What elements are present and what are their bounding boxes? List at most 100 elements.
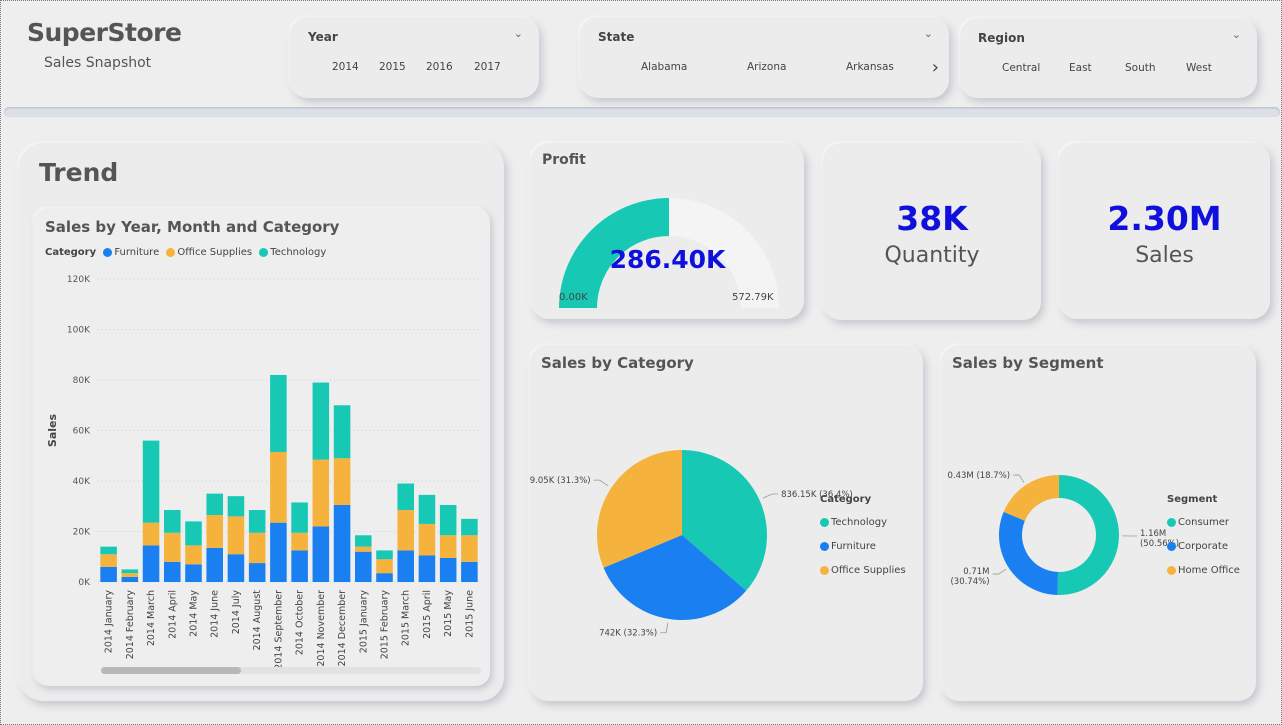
sales-by-segment-title: Sales by Segment xyxy=(952,354,1104,372)
x-tick-label: 2014 July xyxy=(231,590,242,635)
x-tick-label: 2014 November xyxy=(316,590,327,667)
donut-slice-consumer xyxy=(1057,475,1119,595)
bar-technology xyxy=(439,504,457,536)
bar-office-supplies xyxy=(164,532,181,562)
legend-item-consumer[interactable]: Consumer xyxy=(1167,511,1240,535)
pie-leader-line xyxy=(593,479,609,487)
sales-by-month-visual[interactable]: Sales by Year, Month and Category Catego… xyxy=(34,208,490,686)
x-tick-label: 2014 February xyxy=(125,590,136,660)
year-item-2017[interactable]: 2017 xyxy=(474,61,501,73)
horizontal-scrollbar[interactable] xyxy=(101,667,481,674)
consumer-legend-dot xyxy=(1167,517,1176,527)
bar-furniture xyxy=(185,564,202,582)
bar-technology xyxy=(121,569,139,574)
segment-legend-title: Segment xyxy=(1167,494,1218,505)
legend-item-office-supplies[interactable]: Office Supplies xyxy=(820,559,906,583)
bar-furniture xyxy=(206,547,223,582)
bar-office-supplies xyxy=(227,516,245,555)
legend-item-home-office[interactable]: Home Office xyxy=(1167,559,1240,583)
header-divider xyxy=(4,107,1280,117)
chevron-down-icon[interactable]: ⌄ xyxy=(1231,28,1241,41)
state-item-arizona[interactable]: Arizona xyxy=(747,61,787,73)
y-tick-label: 120K xyxy=(67,275,91,285)
region-slicer[interactable]: Region ⌄ Central East South West xyxy=(960,18,1257,98)
category-legend: Category Technology Furniture Office Sup… xyxy=(820,493,906,583)
sales-value: 2.30M xyxy=(1107,199,1222,238)
state-slicer[interactable]: State ⌄ Alabama Arizona Arkansas › xyxy=(580,17,949,98)
y-tick-label: 20K xyxy=(73,528,91,538)
trend-legend-title: Category xyxy=(45,247,97,258)
bar-furniture xyxy=(418,555,436,582)
bar-furniture xyxy=(376,573,393,582)
region-item-central[interactable]: Central xyxy=(1002,62,1041,74)
donut-slice-home-office xyxy=(1003,475,1059,521)
pie-data-label: 719.05K (31.3%) xyxy=(530,476,591,486)
bar-technology xyxy=(376,550,393,560)
year-slicer[interactable]: Year ⌄ 2014 2015 2016 2017 xyxy=(290,17,539,98)
scrollbar-thumb[interactable] xyxy=(101,667,241,674)
y-tick-label: 80K xyxy=(73,376,91,386)
trend-legend-office-supplies[interactable]: Office Supplies xyxy=(177,247,253,258)
x-tick-label: 2014 October xyxy=(295,590,306,655)
app-title: SuperStore xyxy=(27,18,182,47)
region-item-west[interactable]: West xyxy=(1186,62,1212,74)
bar-office-supplies xyxy=(291,532,308,551)
pie-leader-line xyxy=(762,493,779,499)
bar-technology xyxy=(418,494,436,524)
bar-technology xyxy=(355,535,372,547)
donut-slice-corporate xyxy=(999,511,1058,595)
bar-furniture xyxy=(461,561,478,582)
profit-gauge[interactable] xyxy=(531,143,804,319)
bar-technology xyxy=(185,521,202,546)
region-item-south[interactable]: South xyxy=(1125,62,1156,74)
donut-data-label: 1.16M xyxy=(1140,529,1166,539)
x-tick-label: 2014 January xyxy=(104,590,115,654)
sales-by-month-title: Sales by Year, Month and Category xyxy=(45,218,340,236)
bar-furniture xyxy=(439,558,457,582)
y-axis-label: Sales xyxy=(46,413,59,447)
chevron-down-icon[interactable]: ⌄ xyxy=(923,27,933,40)
bar-furniture xyxy=(227,554,245,582)
legend-item-technology[interactable]: Technology xyxy=(820,511,906,535)
year-item-2014[interactable]: 2014 xyxy=(332,61,359,73)
sales-by-segment-visual[interactable]: Sales by Segment 1.16M (50.56%) 0.71M (30.7… xyxy=(941,345,1256,701)
donut-data-label: 0.43M (18.7%) xyxy=(947,471,1010,481)
furniture-legend-dot xyxy=(103,247,113,257)
x-tick-label: 2015 May xyxy=(443,590,454,637)
state-item-arkansas[interactable]: Arkansas xyxy=(846,61,894,73)
bar-office-supplies xyxy=(312,459,330,527)
chevron-down-icon[interactable]: ⌄ xyxy=(513,27,523,40)
gauge-min-label: 0.00K xyxy=(559,292,588,303)
sales-by-category-visual[interactable]: Sales by Category 836.15K (36.4%) 742K (3… xyxy=(530,345,923,701)
bar-furniture xyxy=(248,563,266,582)
bar-technology xyxy=(461,518,478,536)
bar-office-supplies xyxy=(100,554,117,567)
region-item-east[interactable]: East xyxy=(1069,62,1092,74)
trend-legend-technology[interactable]: Technology xyxy=(270,247,327,258)
sales-bar-chart[interactable]: 0K 20K 40K 60K 80K 100K 120K Sales 2014 January 2… xyxy=(34,208,490,686)
y-tick-label: 0K xyxy=(78,578,91,588)
bar-office-supplies xyxy=(270,451,287,523)
x-tick-label: 2015 January xyxy=(358,590,369,654)
category-pie-chart[interactable]: 836.15K (36.4%) 742K (32.3%) 719.05K (31.3… xyxy=(530,345,923,701)
state-slicer-title: State xyxy=(598,30,635,44)
state-item-alabama[interactable]: Alabama xyxy=(641,61,688,73)
chevron-right-icon[interactable]: › xyxy=(931,57,939,78)
year-item-2016[interactable]: 2016 xyxy=(426,61,453,73)
bar-office-supplies xyxy=(248,532,266,564)
technology-legend-dot xyxy=(820,517,829,527)
segment-donut-chart[interactable]: 1.16M(50.56%) 0.71M(30.74%) 0.43M (18.7%) xyxy=(941,345,1256,701)
profit-title: Profit xyxy=(542,152,586,168)
year-item-2015[interactable]: 2015 xyxy=(379,61,406,73)
x-tick-label: 2014 August xyxy=(252,590,263,651)
trend-legend-furniture[interactable]: Furniture xyxy=(114,247,160,258)
gauge-max-label: 572.79K xyxy=(732,292,774,303)
legend-item-furniture[interactable]: Furniture xyxy=(820,535,906,559)
legend-item-corporate[interactable]: Corporate xyxy=(1167,535,1240,559)
x-tick-label: 2014 September xyxy=(273,590,284,670)
bar-furniture xyxy=(164,561,181,582)
x-tick-label: 2015 April xyxy=(422,590,433,639)
bar-office-supplies xyxy=(461,535,478,562)
x-tick-label: 2015 June xyxy=(464,590,475,638)
quantity-label: Quantity xyxy=(884,243,980,268)
